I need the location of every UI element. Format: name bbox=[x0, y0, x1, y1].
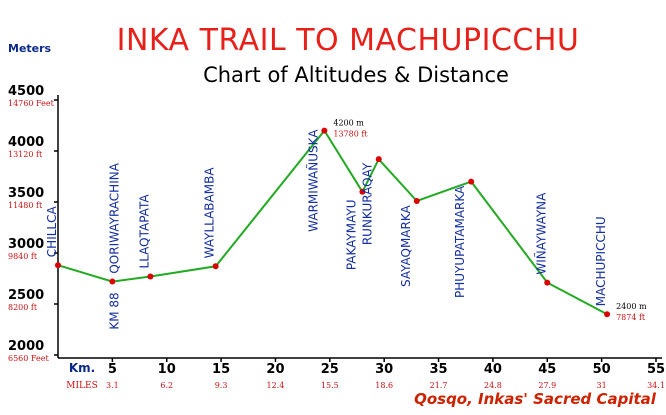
chart-subtitle: Chart of Altitudes & Distance bbox=[203, 63, 509, 87]
miles-tick-label: 12.4 bbox=[267, 381, 285, 390]
miles-tick-label: 34.1 bbox=[647, 381, 665, 390]
altitude-point bbox=[413, 197, 420, 204]
x-tick-label: 40 bbox=[484, 362, 502, 377]
miles-tick-label: 15.5 bbox=[321, 381, 339, 390]
site-label: RUNKURAQAY bbox=[361, 162, 375, 245]
y-tick-label: 3000 bbox=[8, 237, 44, 252]
x-tick-label: 20 bbox=[266, 362, 284, 377]
y-tick-feet-label: 13120 ft bbox=[8, 150, 43, 159]
site-label: WIÑAYWAYNA bbox=[533, 192, 548, 275]
altitude-point bbox=[359, 188, 366, 195]
miles-axis-label: MILES bbox=[66, 381, 97, 391]
x-tick-label: 45 bbox=[538, 362, 556, 377]
y-tick-label: 3500 bbox=[8, 186, 44, 201]
site-label: PAKAYMAYU bbox=[344, 199, 358, 270]
altitude-point bbox=[109, 278, 116, 285]
site-labels: CHILLCA KM 88 QORIWAYRACHINA LLAQTAPATA WAYL… bbox=[45, 129, 608, 330]
site-label: WAYLLABAMBA bbox=[203, 167, 217, 259]
footer-caption: Qosqo, Inkas' Sacred Capital bbox=[414, 390, 657, 408]
annotation-meters: 4200 m bbox=[333, 119, 364, 128]
site-label: WARMIWAÑUSKA bbox=[305, 129, 320, 232]
y-axis-label: Meters bbox=[8, 42, 52, 55]
chart-title: INKA TRAIL TO MACHUPICCHU bbox=[117, 23, 580, 58]
x-tick-label: 15 bbox=[212, 362, 230, 377]
site-label: SAYAQMARKA bbox=[399, 204, 413, 287]
altitude-point bbox=[544, 279, 551, 286]
altitude-point bbox=[468, 178, 475, 185]
altitude-series bbox=[55, 127, 611, 318]
annotation-feet: 13780 ft bbox=[333, 130, 368, 139]
y-tick-label: 4500 bbox=[8, 84, 44, 99]
site-label: LLAQTAPATA bbox=[137, 194, 151, 269]
altitude-point bbox=[604, 311, 611, 318]
altitude-point bbox=[321, 127, 328, 134]
y-tick-feet-label: 8200 ft bbox=[8, 303, 38, 312]
site-label: KM 88 bbox=[107, 292, 121, 329]
site-label: PHUYUPATAMARKA bbox=[453, 185, 467, 298]
y-tick-label: 2500 bbox=[8, 288, 44, 303]
annotation-meters: 2400 m bbox=[616, 302, 647, 311]
altitude-point bbox=[375, 156, 382, 163]
miles-tick-label: 31 bbox=[597, 381, 607, 390]
x-tick-label: 35 bbox=[429, 362, 447, 377]
miles-tick-label: 3.1 bbox=[106, 381, 119, 390]
y-tick-label: 2000 bbox=[8, 339, 44, 354]
altitude-point bbox=[212, 263, 219, 270]
miles-tick-label: 21.7 bbox=[430, 381, 448, 390]
x-tick-label: 50 bbox=[593, 362, 611, 377]
x-tick-label: 30 bbox=[375, 362, 393, 377]
y-tick-feet-label: 9840 ft bbox=[8, 252, 38, 261]
site-label: MACHUPICCHU bbox=[594, 216, 608, 306]
x-tick-label: 55 bbox=[647, 362, 665, 377]
altitude-point bbox=[147, 273, 154, 280]
miles-tick-label: 6.2 bbox=[160, 381, 173, 390]
y-tick-feet-label: 6560 Feet bbox=[8, 354, 49, 363]
annotation-feet: 7874 ft bbox=[616, 313, 646, 322]
miles-tick-label: 18.6 bbox=[375, 381, 393, 390]
site-label: QORIWAYRACHINA bbox=[107, 162, 121, 273]
y-tick-feet-label: 14760 Feet bbox=[8, 99, 55, 108]
site-label: CHILLCA bbox=[45, 206, 59, 258]
x-axis-ticks: 5 3.1 10 6.2 15 9.3 20 12.4 25 15.5 30 18.6 35 21.7 40… bbox=[106, 358, 665, 390]
miles-tick-label: 27.9 bbox=[538, 381, 556, 390]
altitude-annotations: 4200 m 13780 ft 2400 m 7874 ft bbox=[333, 119, 647, 323]
x-axis-label: Km. bbox=[69, 361, 95, 375]
miles-tick-label: 9.3 bbox=[215, 381, 228, 390]
x-tick-label: 10 bbox=[158, 362, 176, 377]
x-tick-label: 5 bbox=[108, 362, 117, 377]
altitude-point bbox=[55, 262, 61, 269]
y-tick-label: 4000 bbox=[8, 135, 44, 150]
x-tick-label: 25 bbox=[321, 362, 339, 377]
miles-tick-label: 24.8 bbox=[484, 381, 502, 390]
y-tick-feet-label: 11480 ft bbox=[8, 201, 43, 210]
